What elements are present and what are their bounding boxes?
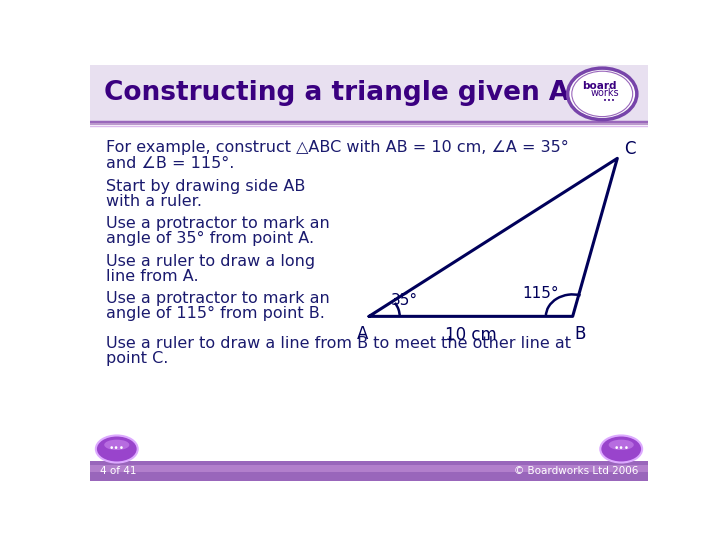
Text: •••: ••• bbox=[109, 444, 125, 454]
Text: board: board bbox=[582, 82, 617, 91]
Bar bbox=[90, 465, 648, 472]
Bar bbox=[90, 65, 648, 121]
Text: Use a ruler to draw a line from B to meet the other line at: Use a ruler to draw a line from B to mee… bbox=[106, 336, 571, 351]
Text: •••: ••• bbox=[613, 444, 629, 454]
Ellipse shape bbox=[104, 440, 130, 450]
Text: © Boardworks Ltd 2006: © Boardworks Ltd 2006 bbox=[513, 465, 638, 476]
Text: 35°: 35° bbox=[390, 293, 418, 308]
Text: A: A bbox=[356, 325, 368, 343]
Text: with a ruler.: with a ruler. bbox=[106, 194, 202, 208]
Text: angle of 115° from point B.: angle of 115° from point B. bbox=[106, 306, 325, 321]
Text: Constructing a triangle given ASA: Constructing a triangle given ASA bbox=[104, 80, 608, 106]
Text: 10 cm: 10 cm bbox=[445, 326, 497, 344]
Text: Use a protractor to mark an: Use a protractor to mark an bbox=[106, 216, 329, 231]
Text: •••: ••• bbox=[603, 98, 615, 104]
Text: Use a protractor to mark an: Use a protractor to mark an bbox=[106, 291, 329, 306]
Text: Start by drawing side AB: Start by drawing side AB bbox=[106, 179, 305, 194]
Text: line from A.: line from A. bbox=[106, 268, 198, 284]
Text: C: C bbox=[624, 140, 635, 158]
Text: For example, construct △ABC with AB = 10 cm, ∠A = 35°: For example, construct △ABC with AB = 10… bbox=[106, 140, 568, 156]
Text: B: B bbox=[575, 325, 585, 343]
Ellipse shape bbox=[608, 440, 634, 450]
Ellipse shape bbox=[600, 435, 642, 463]
Text: point C.: point C. bbox=[106, 351, 168, 366]
Text: and ∠B = 115°.: and ∠B = 115°. bbox=[106, 156, 234, 171]
Text: 115°: 115° bbox=[522, 286, 559, 301]
Circle shape bbox=[567, 68, 637, 120]
Text: angle of 35° from point A.: angle of 35° from point A. bbox=[106, 231, 314, 246]
Bar bbox=[90, 461, 648, 481]
Text: Use a ruler to draw a long: Use a ruler to draw a long bbox=[106, 254, 315, 268]
Text: works: works bbox=[590, 88, 619, 98]
Ellipse shape bbox=[96, 435, 138, 463]
Text: 4 of 41: 4 of 41 bbox=[100, 465, 137, 476]
